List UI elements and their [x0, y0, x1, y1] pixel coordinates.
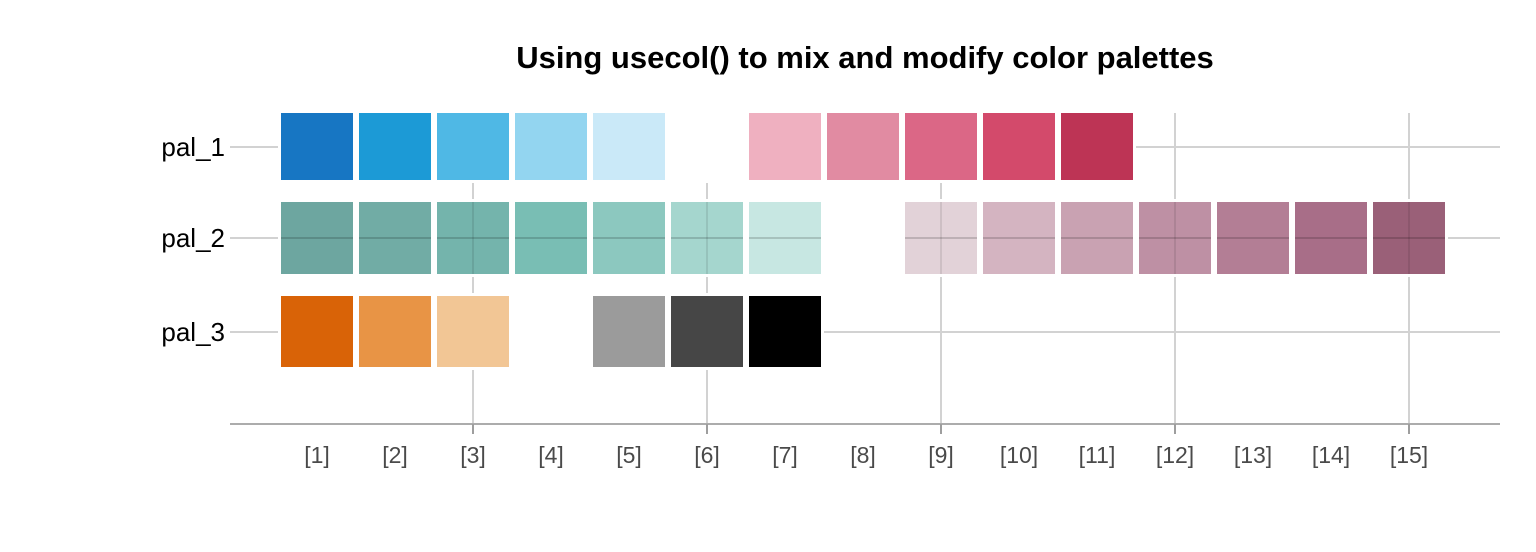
tick-mark — [706, 424, 708, 434]
palette-swatch — [668, 293, 746, 370]
palette-swatch — [1058, 199, 1136, 277]
gridline-through-swatch — [1061, 237, 1133, 239]
gridline-through-swatch — [281, 237, 353, 239]
palette-swatch — [746, 199, 824, 277]
gridline-through-swatch — [1295, 237, 1367, 239]
tick-mark — [1408, 424, 1410, 434]
palette-swatch — [356, 293, 434, 370]
x-tick-label: [7] — [772, 442, 798, 468]
palette-label: pal_2 — [161, 223, 225, 253]
palette-swatch — [1136, 199, 1214, 277]
gridline-through-swatch — [593, 237, 665, 239]
x-tick-label: [10] — [999, 442, 1039, 468]
tick-mark — [1174, 424, 1176, 434]
gridline-through-swatch — [437, 237, 509, 239]
palette-label: pal_1 — [161, 131, 225, 162]
palette-swatch — [356, 110, 434, 183]
gridline-through-swatch — [472, 202, 474, 274]
palette-swatch — [1214, 199, 1292, 277]
gridline-through-swatch — [1408, 202, 1410, 274]
x-tick-label: [3] — [460, 442, 486, 468]
palette-swatch — [434, 199, 512, 277]
x-tick-label: [9] — [928, 442, 954, 468]
x-tick-label: [4] — [538, 442, 564, 468]
gridline-through-swatch — [1139, 237, 1211, 239]
palette-swatch — [278, 110, 356, 183]
gridline-through-swatch — [706, 202, 708, 274]
gridline-through-swatch — [983, 237, 1055, 239]
palette-swatch — [434, 110, 512, 183]
x-tick-label: [2] — [382, 442, 408, 468]
x-tick-label: [5] — [616, 442, 642, 468]
gridline-through-swatch — [1174, 202, 1176, 274]
palette-swatch — [824, 199, 902, 277]
gridline-through-swatch — [515, 237, 587, 239]
x-tick-label: [13] — [1233, 442, 1273, 468]
x-tick-label: [8] — [850, 442, 876, 468]
palette-swatch — [590, 293, 668, 370]
palette-swatch — [1058, 110, 1136, 183]
h-gridline — [230, 330, 1500, 333]
palette-swatch — [746, 110, 824, 183]
gridline-through-swatch — [749, 237, 821, 239]
x-tick-label: [12] — [1155, 442, 1195, 468]
palette-swatch — [512, 293, 590, 370]
palette-swatch — [278, 199, 356, 277]
palette-swatch — [980, 199, 1058, 277]
palette-swatch — [668, 199, 746, 277]
x-tick-label: [1] — [304, 442, 330, 468]
tick-mark — [940, 424, 942, 434]
gridline-through-swatch — [1373, 237, 1445, 239]
tick-mark — [472, 424, 474, 434]
palette-swatch — [902, 110, 980, 183]
x-tick-label: [11] — [1078, 442, 1116, 468]
palette-swatch — [590, 110, 668, 183]
palette-swatch — [980, 110, 1058, 183]
gridline-through-swatch — [940, 202, 942, 274]
x-axis-line — [230, 423, 1500, 425]
x-tick-label: [15] — [1389, 442, 1429, 468]
palette-swatch — [434, 293, 512, 370]
palette-label: pal_3 — [161, 316, 225, 347]
palette-swatch — [356, 199, 434, 277]
palette-swatch — [512, 110, 590, 183]
plot-title: Using usecol() to mix and modify color p… — [516, 40, 1214, 75]
palette-swatch — [1292, 199, 1370, 277]
palette-swatch — [902, 199, 980, 277]
palette-swatch — [668, 110, 746, 183]
gridline-through-swatch — [1217, 237, 1289, 239]
palette-swatch — [746, 293, 824, 370]
gridline-through-swatch — [359, 237, 431, 239]
palette-swatch — [512, 199, 590, 277]
gridline-through-swatch — [905, 237, 977, 239]
x-tick-label: [6] — [694, 442, 720, 468]
palette-swatch — [278, 293, 356, 370]
palette-swatch — [590, 199, 668, 277]
palette-swatch — [824, 110, 902, 183]
x-tick-label: [14] — [1311, 442, 1351, 468]
gridline-through-swatch — [671, 237, 743, 239]
palette-swatch — [1370, 199, 1448, 277]
